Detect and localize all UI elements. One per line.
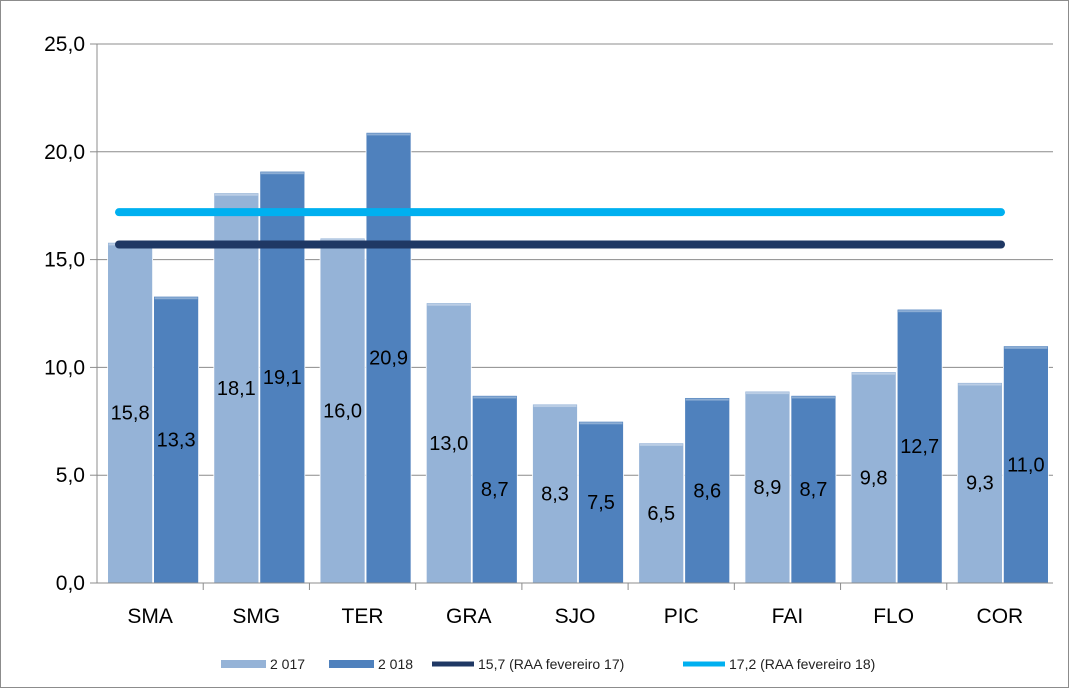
y-tick-label: 25,0 — [44, 33, 85, 56]
bar-2018-cor — [1002, 345, 1049, 584]
data-label: 6,5 — [647, 503, 675, 525]
x-tick-label-gra: GRA — [446, 605, 492, 628]
data-label: 16,0 — [323, 401, 362, 423]
bar-highlight — [898, 310, 942, 313]
bar-highlight — [852, 372, 896, 375]
bar-highlight — [1004, 346, 1048, 349]
y-tick-label: 10,0 — [44, 356, 85, 379]
bar-highlight — [367, 133, 411, 136]
data-label: 7,5 — [587, 492, 615, 514]
bar-highlight — [533, 405, 577, 408]
legend-swatch — [221, 660, 266, 668]
x-tick-label-cor: COR — [977, 605, 1024, 628]
y-tick-label: 15,0 — [44, 249, 85, 272]
x-tick-label-ter: TER — [342, 605, 384, 628]
x-tick-label-smg: SMG — [232, 605, 280, 628]
axes — [90, 43, 1053, 590]
bar-highlight — [214, 193, 258, 196]
bar-highlight — [579, 422, 623, 425]
bar-2017-smg — [213, 192, 260, 584]
y-tick-labels: 0,0 5,0 10,0 15,0 20,0 25,0 — [44, 33, 85, 595]
bar-highlight — [958, 383, 1002, 386]
legend-swatch — [329, 660, 374, 668]
y-tick-label: 0,0 — [56, 572, 85, 595]
bars — [107, 131, 1049, 584]
bar-highlight — [685, 398, 729, 401]
x-tick-label-sjo: SJO — [555, 605, 596, 628]
x-tick-label-sma: SMA — [127, 605, 173, 628]
data-labels: 15,8 13,3 18,1 19,1 16,0 20,9 13,0 8,7 8,3 7,5 6,5… — [111, 348, 1045, 525]
bar-2017-pic — [638, 442, 685, 584]
bar-highlight — [791, 396, 835, 399]
data-label: 11,0 — [1007, 454, 1044, 476]
bar-2018-sma — [153, 295, 200, 584]
bar-highlight — [154, 297, 198, 300]
legend-label: 15,7 (RAA fevereiro 17) — [478, 656, 624, 672]
data-label: 8,6 — [693, 480, 721, 502]
data-label: 19,1 — [263, 367, 302, 389]
y-tick-label: 20,0 — [44, 141, 85, 164]
data-label: 13,3 — [157, 430, 196, 452]
data-label: 20,9 — [369, 348, 408, 370]
data-label: 9,3 — [966, 473, 994, 495]
data-label: 12,7 — [900, 436, 939, 458]
x-tick-label-fai: FAI — [772, 605, 804, 628]
data-label: 15,8 — [111, 403, 150, 425]
legend-label: 2 017 — [270, 656, 305, 672]
bar-2018-ter — [365, 131, 412, 584]
bar-2018-gra — [471, 395, 518, 584]
y-tick-label: 5,0 — [56, 464, 85, 487]
bar-highlight — [427, 303, 471, 306]
data-label: 8,3 — [541, 484, 569, 506]
legend-label: 17,2 (RAA fevereiro 18) — [729, 656, 875, 672]
bar-highlight — [473, 396, 517, 399]
bar-2017-sjo — [532, 403, 578, 584]
bar-2018-sjo — [578, 420, 624, 584]
bar-2017-flo — [850, 371, 897, 584]
bar-2018-fai — [790, 395, 837, 584]
bar-2017-fai — [744, 390, 791, 584]
bar-2017-ter — [319, 237, 366, 584]
bar-2018-smg — [259, 170, 306, 584]
bar-2018-flo — [896, 308, 943, 584]
x-tick-label-pic: PIC — [664, 605, 699, 628]
x-tick-labels: SMA SMG TER GRA SJO PIC FAI FLO COR — [127, 605, 1023, 628]
data-label: 8,7 — [481, 479, 509, 501]
data-label: 18,1 — [217, 378, 256, 400]
data-label: 9,8 — [860, 467, 888, 489]
x-tick-label-flo: FLO — [873, 605, 914, 628]
legend-label: 2 018 — [378, 656, 413, 672]
legend: 2 017 2 018 15,7 (RAA fevereiro 17) 17,2 (R… — [221, 656, 875, 672]
bar-2018-pic — [684, 397, 731, 584]
reference-lines — [115, 208, 1005, 249]
data-label: 8,7 — [800, 479, 828, 501]
bar-highlight — [260, 172, 304, 175]
bar-highlight — [639, 443, 683, 446]
data-label: 13,0 — [429, 433, 468, 455]
bar-2017-gra — [425, 302, 472, 584]
bar-highlight — [321, 239, 365, 242]
data-label: 8,9 — [754, 477, 782, 499]
bar-highlight — [745, 392, 789, 395]
